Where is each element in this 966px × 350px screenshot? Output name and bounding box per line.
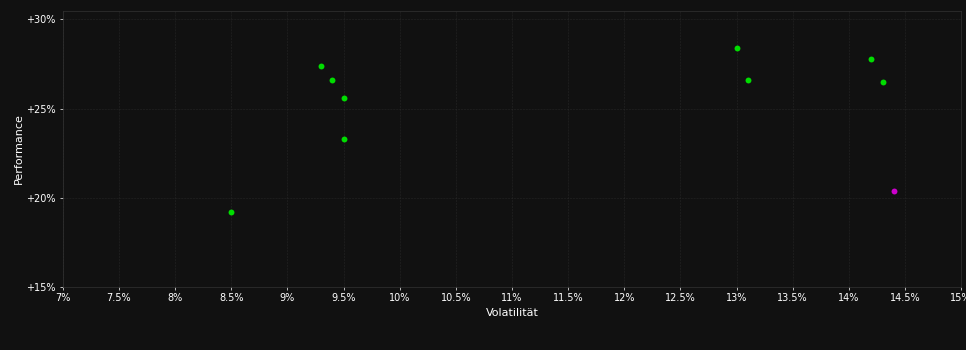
- Point: [336, 95, 352, 101]
- Point: [886, 188, 901, 194]
- Point: [864, 56, 879, 62]
- Point: [325, 77, 340, 83]
- Point: [336, 136, 352, 142]
- X-axis label: Volatilität: Volatilität: [486, 308, 538, 318]
- Point: [313, 63, 328, 69]
- Y-axis label: Performance: Performance: [14, 113, 23, 184]
- Point: [875, 79, 891, 85]
- Point: [728, 45, 744, 51]
- Point: [223, 209, 239, 215]
- Point: [740, 77, 755, 83]
